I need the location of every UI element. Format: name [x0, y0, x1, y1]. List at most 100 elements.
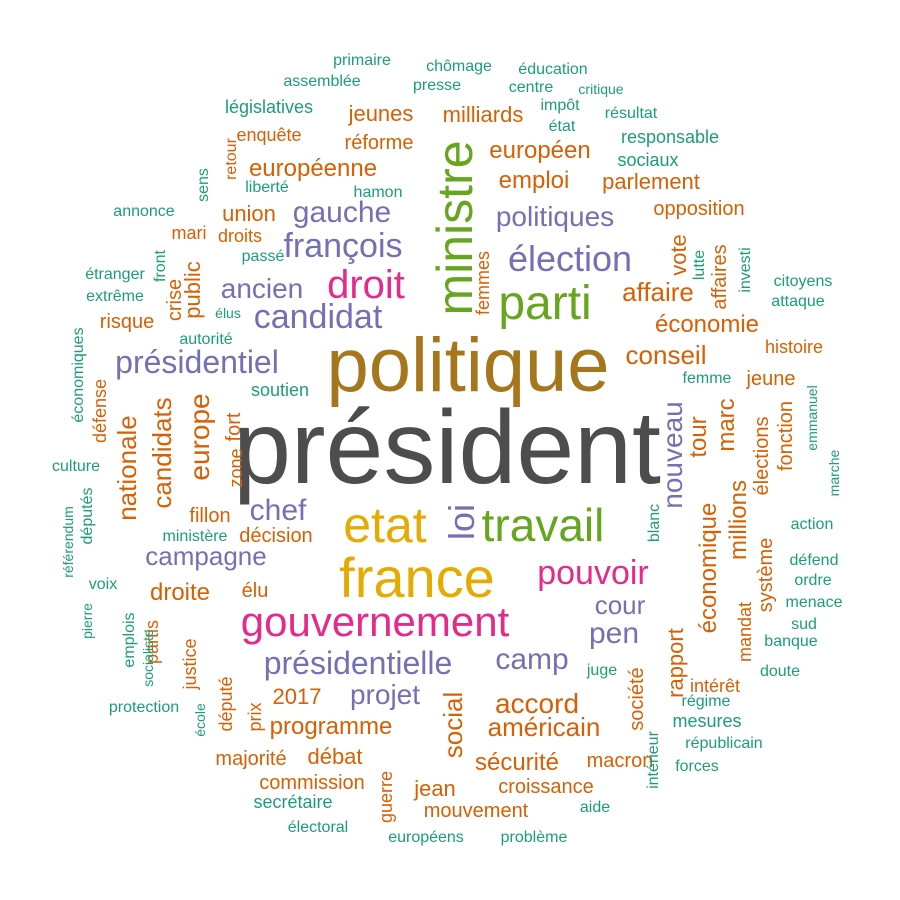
- word-jeune: jeune: [746, 368, 796, 390]
- word-majorite: majorité: [215, 748, 287, 770]
- word-jean: jean: [414, 776, 456, 801]
- word-defense: défense: [90, 378, 110, 444]
- word-secretaire: secrétaire: [253, 792, 333, 812]
- word-social: social: [438, 691, 468, 759]
- word-mandat: mandat: [735, 601, 755, 663]
- word-opposition: opposition: [653, 198, 745, 220]
- word-fort: fort: [223, 412, 245, 442]
- word-pen: pen: [588, 617, 640, 650]
- word-etat: etat: [343, 497, 427, 553]
- word-chomage: chômage: [426, 58, 492, 75]
- word-banque: banque: [764, 633, 818, 650]
- word-camp: camp: [495, 643, 569, 676]
- word-nouveau: nouveau: [657, 401, 688, 509]
- word-marche: marche: [826, 449, 842, 497]
- word-presse: presse: [412, 77, 462, 94]
- word-election: élection: [507, 238, 633, 279]
- word-americain: américain: [487, 712, 601, 742]
- word-presidentiel: présidentiel: [115, 344, 279, 380]
- word-europe: europe: [184, 393, 215, 481]
- word-depute: député: [216, 676, 236, 732]
- word-affaires: affaires: [709, 244, 731, 310]
- word-tour: tour: [685, 416, 712, 458]
- word-defend: défend: [789, 552, 839, 569]
- word-securite: sécurité: [474, 749, 560, 776]
- word-assemblee: assemblée: [283, 73, 361, 90]
- word-probleme: problème: [500, 829, 568, 846]
- word-elus: élus: [215, 305, 241, 321]
- word-president: président: [233, 390, 661, 506]
- word-croissance: croissance: [498, 776, 594, 798]
- word-pierre: pierre: [79, 603, 95, 639]
- word-deputes: députés: [79, 487, 96, 545]
- word-politique: politique: [326, 323, 610, 408]
- word-education: éducation: [518, 61, 588, 78]
- word-union: union: [222, 201, 276, 226]
- word-critique: critique: [578, 81, 624, 97]
- word-france: france: [339, 546, 495, 609]
- word-mouvement: mouvement: [423, 800, 529, 822]
- word-projet: projet: [349, 679, 421, 710]
- word-droite: droite: [149, 579, 211, 606]
- word-sens: sens: [195, 168, 212, 202]
- word-elu: élu: [241, 580, 269, 602]
- word-gouvernement: gouvernement: [240, 598, 510, 645]
- word-conseil: conseil: [625, 340, 707, 370]
- word-histoire: histoire: [764, 337, 824, 357]
- word-campagne: campagne: [145, 541, 267, 571]
- word-regime: régime: [681, 693, 731, 710]
- word-programme: programme: [269, 713, 393, 740]
- word-hamon: hamon: [353, 184, 403, 201]
- word-presidentielle: présidentielle: [263, 645, 453, 681]
- word-etat: état: [548, 118, 576, 135]
- word-economiques: économiques: [70, 327, 87, 423]
- word-zone: zone: [226, 448, 246, 488]
- word-ancien: ancien: [220, 273, 304, 304]
- word-sociaux: sociaux: [617, 150, 679, 170]
- word-milliards: milliards: [442, 102, 524, 127]
- word-mari: mari: [171, 223, 207, 243]
- word-parlement: parlement: [602, 169, 700, 194]
- word-europeen: européen: [489, 137, 591, 164]
- word-femme: femme: [682, 370, 732, 387]
- word-republicain: républicain: [685, 735, 763, 752]
- word-europeenne: européenne: [248, 155, 378, 182]
- word-millions: millions: [725, 479, 752, 561]
- word-interet: intérêt: [689, 676, 741, 696]
- word-liberte: liberté: [245, 179, 289, 196]
- word-loi: loi: [441, 503, 482, 541]
- word-investi: investi: [737, 247, 754, 293]
- word-marc: marc: [713, 398, 740, 452]
- word-culture: culture: [51, 458, 101, 475]
- word-mesures: mesures: [672, 711, 742, 731]
- word-debat: débat: [307, 744, 363, 769]
- word-referendum: référendum: [60, 506, 76, 578]
- word-femmes: femmes: [473, 250, 493, 316]
- word-emmanuel: emmanuel: [804, 385, 820, 451]
- word-primaire: primaire: [333, 52, 391, 69]
- word-doute: doute: [759, 663, 801, 680]
- word-annonce: annonce: [113, 203, 175, 220]
- word-chef: chef: [249, 494, 307, 527]
- word-reforme: réforme: [344, 132, 414, 154]
- word-soutien: soutien: [250, 380, 310, 400]
- word-passe: passé: [241, 248, 285, 265]
- word-resultat: résultat: [604, 105, 658, 122]
- word-emploi: emploi: [498, 167, 570, 194]
- word-justice: justice: [180, 638, 200, 690]
- word-elections: élections: [751, 416, 773, 496]
- word-autorite: autorité: [179, 331, 233, 348]
- word-guerre: guerre: [376, 770, 396, 824]
- word-ecole: école: [192, 703, 208, 737]
- word-rapport: rapport: [663, 628, 688, 698]
- word-fonction: fonction: [775, 400, 797, 472]
- word-attaque: attaque: [771, 293, 825, 310]
- word-politiques: politiques: [495, 201, 615, 232]
- word-pouvoir: pouvoir: [537, 554, 649, 592]
- word-commission: commission: [259, 772, 365, 794]
- word-gauche: gauche: [292, 196, 392, 229]
- word-sud: sud: [791, 616, 817, 633]
- word-centre: centre: [508, 79, 554, 96]
- word-crise: crise: [164, 278, 186, 322]
